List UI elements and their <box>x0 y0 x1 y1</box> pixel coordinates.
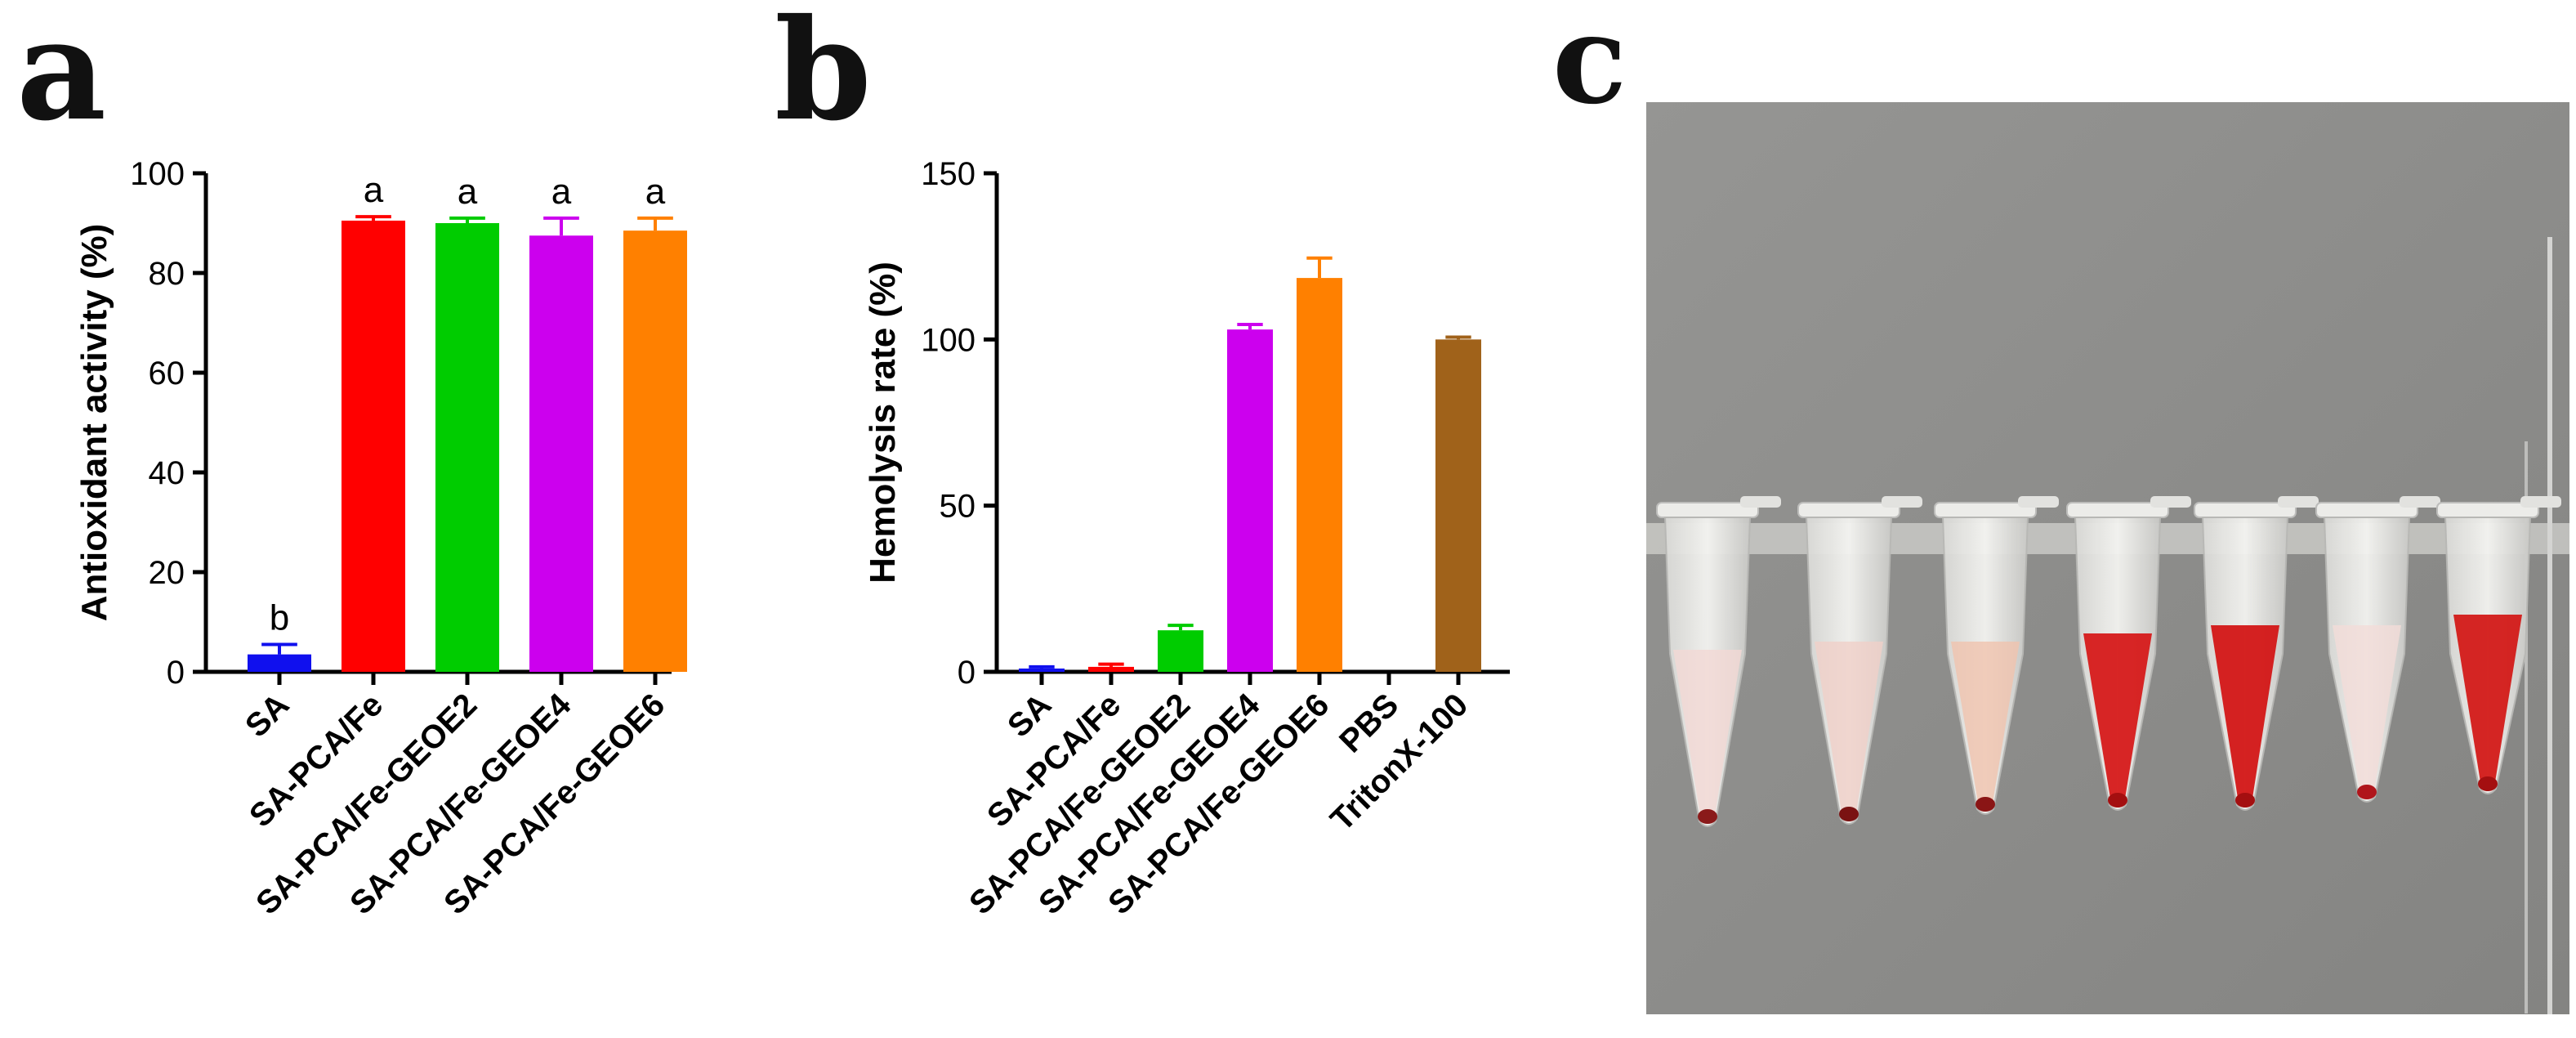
tube-liquid <box>2333 625 2401 799</box>
tube-pellet <box>2478 776 2498 791</box>
y-tick-label: 0 <box>167 655 185 691</box>
panel-c-letter: c <box>1552 0 1627 132</box>
tube <box>2194 496 2319 811</box>
bar <box>529 235 593 672</box>
tube-cap-tab <box>2278 496 2319 508</box>
chart-b-hemolysis: Hemolysis rate (%) 050100150SASA-PCA/FeS… <box>863 156 1510 922</box>
tube-pellet <box>1698 809 1717 824</box>
tube-cap-tab <box>2150 496 2191 508</box>
significance-label: b <box>270 597 289 638</box>
tube-pellet <box>2357 785 2377 799</box>
bar <box>623 230 687 672</box>
significance-label: a <box>364 170 384 210</box>
panel-a-letter: a <box>16 0 106 152</box>
tube-cap-tab <box>1740 496 1781 508</box>
bar <box>1297 278 1342 672</box>
bar <box>435 223 499 672</box>
panel-b-letter: b <box>775 0 872 152</box>
tube-cap-tab <box>2018 496 2059 508</box>
bar <box>1435 339 1481 672</box>
category-label: SA <box>1001 687 1058 744</box>
tube-liquid <box>1951 642 2020 812</box>
significance-label: a <box>551 172 572 212</box>
tube-pellet <box>1976 797 1995 812</box>
y-tick-label: 100 <box>921 322 975 358</box>
y-tick-label: 150 <box>921 156 975 192</box>
tube-liquid <box>1673 650 1742 824</box>
rack-rod <box>2547 237 2552 1014</box>
tube-group <box>1656 496 2561 827</box>
tube-liquid <box>2083 633 2152 808</box>
significance-label: a <box>645 172 666 212</box>
tube-pellet <box>2108 793 2127 808</box>
tube-cap-tab <box>2520 496 2561 508</box>
bar <box>342 220 405 672</box>
y-tick-label: 50 <box>940 489 976 525</box>
bar <box>1088 666 1134 672</box>
significance-label: a <box>458 172 478 212</box>
tube-liquid <box>2211 625 2279 808</box>
y-tick-label: 20 <box>149 555 185 591</box>
tube <box>1656 496 1781 827</box>
bar <box>1227 329 1273 672</box>
chart-a-antioxidant: Antioxidant activity (%) 0 20 40 60 80 100 b SA… <box>74 156 687 922</box>
tube <box>2436 496 2561 794</box>
bar <box>1158 630 1203 672</box>
tube-liquid <box>1815 642 1883 821</box>
tube <box>1934 496 2059 815</box>
y-tick-label: 100 <box>130 156 185 192</box>
y-tick-label: 60 <box>149 356 185 391</box>
rack-rod-2 <box>2525 441 2528 1013</box>
tube-cap-tab <box>2400 496 2440 508</box>
bar <box>248 654 311 672</box>
category-label: SA <box>239 687 296 744</box>
y-tick-label: 80 <box>149 256 185 292</box>
chart-b-y-axis-title: Hemolysis rate (%) <box>863 262 903 584</box>
tube-liquid <box>2453 615 2522 791</box>
tube-pellet <box>2235 793 2255 808</box>
y-tick-label: 0 <box>958 655 975 691</box>
tube <box>2066 496 2191 811</box>
tube-photo <box>1646 102 2569 1014</box>
tube <box>2315 496 2440 803</box>
tube-pellet <box>1839 807 1859 821</box>
y-tick-label: 40 <box>149 455 185 491</box>
chart-a-y-axis-title: Antioxidant activity (%) <box>74 224 114 622</box>
tube <box>1797 496 1922 825</box>
tube-cap-tab <box>1882 496 1922 508</box>
bar <box>1019 668 1065 672</box>
